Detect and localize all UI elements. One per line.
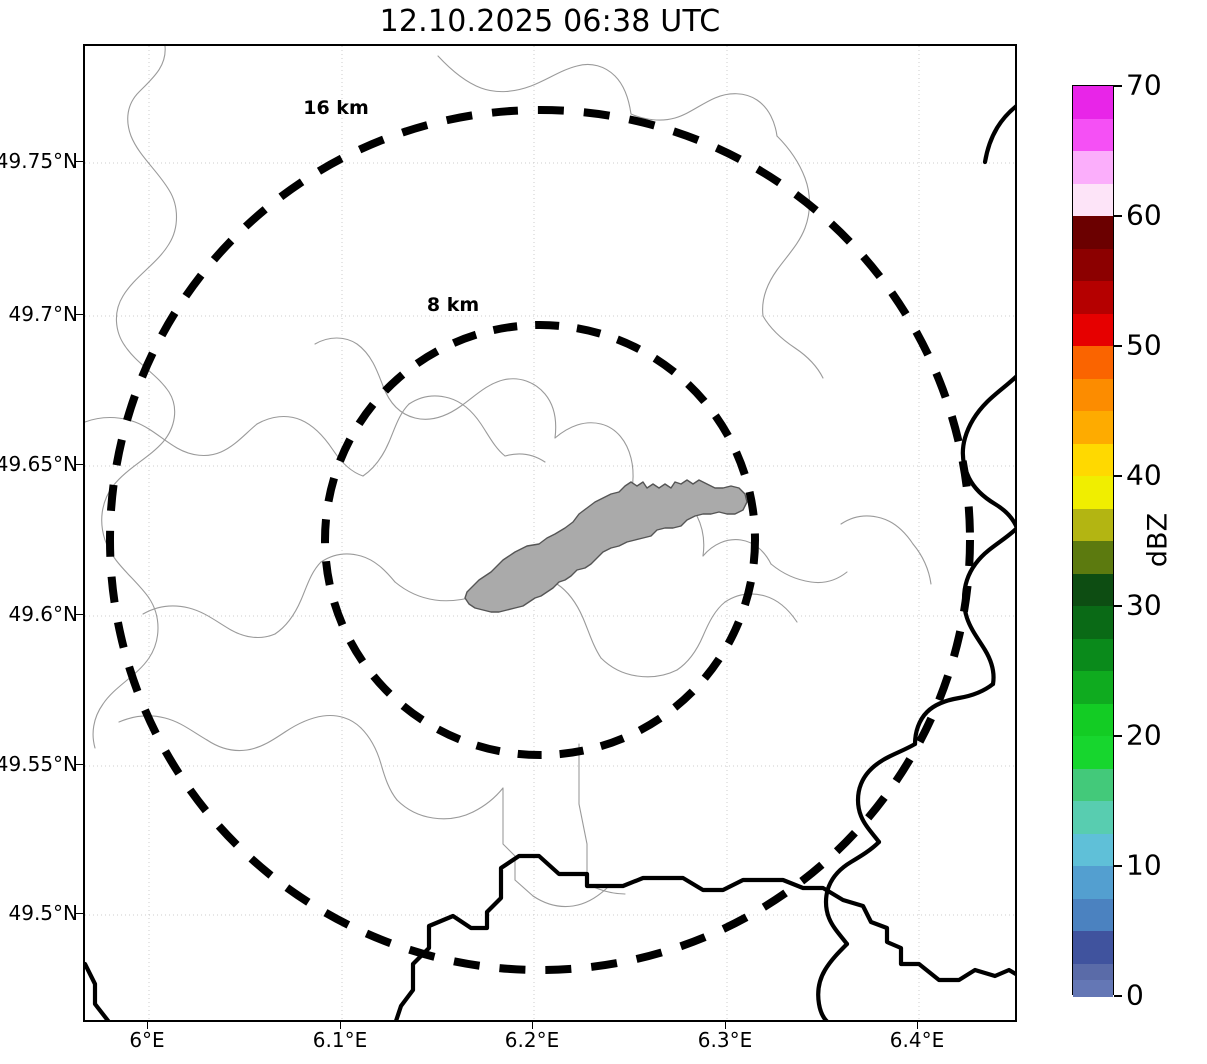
xtick-label: 6.1°E [312, 1028, 368, 1052]
colorbar-band [1073, 833, 1113, 867]
colorbar-tick-label: 0 [1126, 978, 1144, 1012]
xtick-mark [147, 1022, 148, 1029]
range-ring-16km [106, 106, 974, 974]
colorbar-band [1073, 703, 1113, 737]
xtick-label: 6.2°E [504, 1028, 560, 1052]
colorbar-tick-mark [1114, 475, 1122, 477]
colorbar-tick-label: 70 [1126, 68, 1162, 102]
colorbar-band [1073, 281, 1113, 315]
xtick-label: 6.3°E [697, 1028, 753, 1052]
colorbar-tick-mark [1114, 735, 1122, 737]
range-ring-label-16km: 16 km [303, 97, 369, 119]
colorbar-band [1073, 573, 1113, 607]
colorbar-tick-mark [1114, 215, 1122, 217]
colorbar-band [1073, 248, 1113, 282]
colorbar-tick-label: 40 [1126, 458, 1162, 492]
ytick-label: 49.75°N [0, 149, 78, 173]
xtick-mark [725, 1022, 726, 1029]
ytick-mark [76, 464, 83, 465]
xtick-mark [917, 1022, 918, 1029]
colorbar-tick-label: 10 [1126, 848, 1162, 882]
map-canvas [85, 46, 1015, 1020]
colorbar-band [1073, 736, 1113, 770]
colorbar-band [1073, 638, 1113, 672]
ytick-mark [76, 161, 83, 162]
colorbar-band [1073, 979, 1113, 997]
range-ring-8km [321, 321, 759, 759]
ytick-mark [76, 764, 83, 765]
colorbar-axis-label: dBZ [1142, 512, 1174, 568]
ytick-label: 49.7°N [8, 302, 79, 326]
colorbar-band [1073, 606, 1113, 640]
colorbar-band [1073, 866, 1113, 900]
colorbar-tick-mark [1114, 605, 1122, 607]
xtick-label: 6°E [129, 1028, 165, 1052]
map-gridlines [85, 46, 1015, 1020]
colorbar-band [1073, 411, 1113, 445]
colorbar-band [1073, 508, 1113, 542]
colorbar-band [1073, 378, 1113, 412]
colorbar-band [1073, 768, 1113, 802]
canton-boundaries [85, 46, 932, 908]
colorbar-band [1073, 86, 1113, 120]
range-ring-label-8km: 8 km [426, 294, 480, 316]
colorbar-band [1073, 183, 1113, 217]
colorbar-band [1073, 671, 1113, 705]
ytick-mark [76, 614, 83, 615]
colorbar-band [1073, 476, 1113, 510]
colorbar-tick-mark [1114, 85, 1122, 87]
ytick-label: 49.6°N [8, 602, 79, 626]
colorbar-tick-label: 60 [1126, 198, 1162, 232]
ytick-label: 49.55°N [0, 752, 78, 776]
colorbar-band [1073, 313, 1113, 347]
radar-map-panel[interactable]: 16 km 8 km [83, 44, 1017, 1022]
page-title: 12.10.2025 06:38 UTC [379, 4, 721, 39]
colorbar-tick-mark [1114, 345, 1122, 347]
colorbar-band [1073, 801, 1113, 835]
ytick-mark [76, 314, 83, 315]
colorbar-band [1073, 443, 1113, 477]
colorbar-band [1073, 931, 1113, 965]
colorbar-tick-label: 20 [1126, 718, 1162, 752]
colorbar-band [1073, 118, 1113, 152]
colorbar-tick-label: 30 [1126, 588, 1162, 622]
colorbar-band [1073, 963, 1113, 981]
colorbar-tick-mark [1114, 865, 1122, 867]
colorbar-band [1073, 346, 1113, 380]
xtick-mark [532, 1022, 533, 1029]
colorbar-band [1073, 151, 1113, 185]
colorbar-tick-mark [1114, 995, 1122, 997]
ytick-label: 49.65°N [0, 452, 78, 476]
colorbar-tick-label: 50 [1126, 328, 1162, 362]
ytick-mark [76, 913, 83, 914]
national-border [85, 104, 1015, 1020]
colorbar-band [1073, 216, 1113, 250]
xtick-mark [340, 1022, 341, 1029]
ytick-label: 49.5°N [8, 901, 79, 925]
xtick-label: 6.4°E [889, 1028, 945, 1052]
urban-area-polygon [464, 479, 748, 613]
colorbar[interactable] [1072, 85, 1114, 997]
range-rings [106, 106, 974, 974]
colorbar-band [1073, 898, 1113, 932]
colorbar-band [1073, 541, 1113, 575]
